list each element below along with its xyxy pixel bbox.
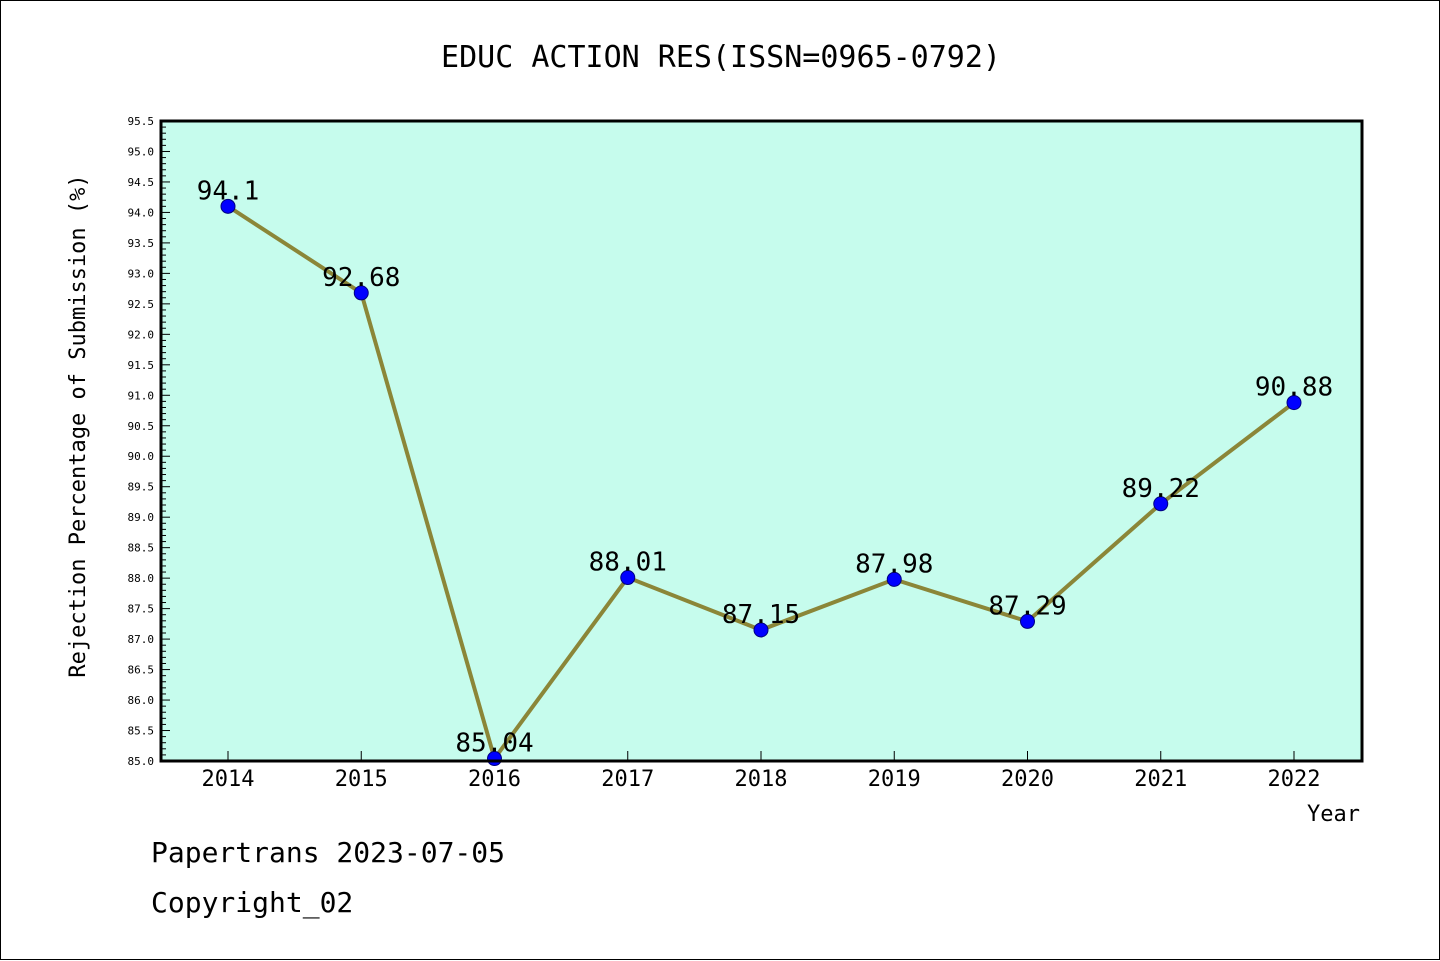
y-tick-label: 95.0 <box>128 145 155 158</box>
y-tick-label: 86.5 <box>128 664 155 677</box>
y-tick-label: 88.0 <box>128 572 155 585</box>
y-tick-label: 94.5 <box>128 176 155 189</box>
y-tick-label: 92.5 <box>128 298 155 311</box>
y-tick-label: 90.0 <box>128 450 155 463</box>
y-tick-label: 95.5 <box>128 115 155 128</box>
data-point <box>1153 496 1169 512</box>
y-tick-label: 93.5 <box>128 237 155 250</box>
data-point <box>753 622 769 638</box>
y-tick-label: 85.5 <box>128 725 155 738</box>
data-label: 89.22 <box>1122 474 1200 504</box>
x-tick-label: 2016 <box>468 767 521 792</box>
y-tick-label: 89.0 <box>128 511 155 524</box>
data-point <box>1286 395 1302 411</box>
x-tick-label: 2021 <box>1134 767 1187 792</box>
data-label: 87.15 <box>722 600 800 630</box>
data-label: 87.29 <box>988 591 1066 621</box>
x-tick-label: 2018 <box>735 767 788 792</box>
y-tick-label: 91.5 <box>128 359 155 372</box>
y-tick-label: 87.5 <box>128 603 155 616</box>
y-axis-ticks: 85.0 85.5 86.0 86.5 87.0 87.5 88.0 88.5 89.0 89.5… <box>128 115 170 768</box>
y-tick-label: 91.0 <box>128 389 155 402</box>
x-tick-label: 2017 <box>601 767 654 792</box>
data-point <box>353 285 369 301</box>
y-tick-label: 85.0 <box>128 755 155 768</box>
data-label: 90.88 <box>1255 373 1333 403</box>
data-markers <box>220 198 1302 767</box>
chart-title: EDUC ACTION RES(ISSN=0965-0792) <box>441 40 1001 75</box>
x-axis-label: Year <box>1307 802 1360 827</box>
data-labels: 94.1 92.68 85.04 88.01 87.15 87.98 87.29 89.22 9… <box>197 176 1333 758</box>
data-label: 87.98 <box>855 549 933 579</box>
footer-date: Papertrans 2023-07-05 <box>151 836 506 869</box>
y-tick-label: 87.0 <box>128 633 155 646</box>
plot-border <box>159 119 1364 763</box>
data-point <box>220 198 236 214</box>
data-label: 92.68 <box>322 263 400 293</box>
y-tick-label: 88.5 <box>128 542 155 555</box>
x-tick-label: 2014 <box>202 767 255 792</box>
y-tick-label: 90.5 <box>128 420 155 433</box>
y-tick-label: 94.0 <box>128 206 155 219</box>
y-tick-label: 93.0 <box>128 267 155 280</box>
y-tick-label: 89.5 <box>128 481 155 494</box>
y-tick-label: 86.0 <box>128 694 155 707</box>
data-point <box>620 570 636 586</box>
footer-copyright: Copyright_02 <box>151 886 354 919</box>
y-tick-label: 92.0 <box>128 328 155 341</box>
data-point <box>886 571 902 587</box>
x-tick-label: 2019 <box>868 767 921 792</box>
y-axis-label: Rejection Percentage of Submission (%) <box>66 174 91 677</box>
data-label: 85.04 <box>455 729 533 759</box>
x-tick-label: 2022 <box>1268 767 1321 792</box>
data-label: 94.1 <box>197 176 260 206</box>
x-axis-ticks: 2014 2015 2016 2017 2018 2019 2020 2021 2022 <box>202 751 1321 792</box>
data-point <box>1020 613 1035 629</box>
x-tick-label: 2015 <box>335 767 388 792</box>
x-tick-label: 2020 <box>1001 767 1054 792</box>
data-label: 88.01 <box>589 548 667 578</box>
plot-area <box>161 121 1362 761</box>
